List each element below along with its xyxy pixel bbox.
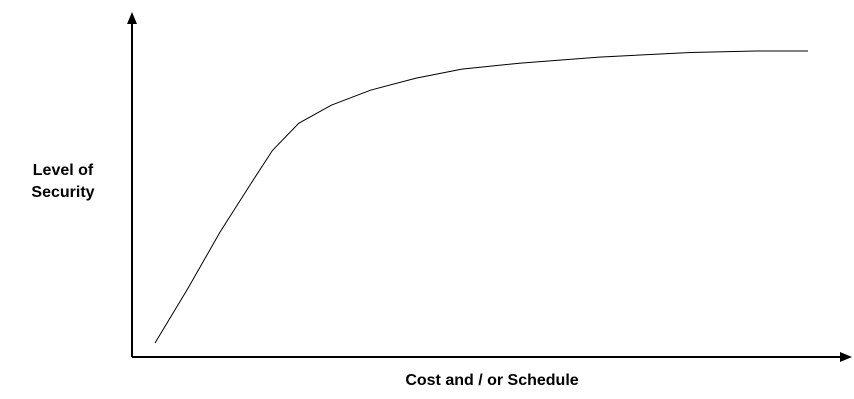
- x-axis-arrow-icon: [840, 352, 852, 362]
- y-axis-label-line-1: Level of: [32, 162, 94, 179]
- y-axis-label-line-2: Security: [31, 184, 95, 201]
- x-axis-label: Cost and / or Schedule: [405, 372, 579, 389]
- y-axis-label: Level of Security: [8, 160, 118, 204]
- y-axis-arrow-icon: [127, 12, 137, 24]
- series-line-0: [154, 50, 808, 344]
